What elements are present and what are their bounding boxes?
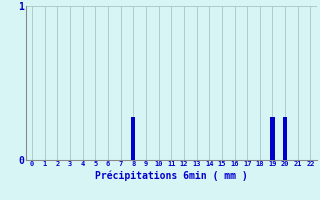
Bar [283, 117, 287, 160]
X-axis label: Précipitations 6min ( mm ): Précipitations 6min ( mm ) [95, 170, 248, 181]
Bar [270, 117, 275, 160]
Bar [131, 117, 135, 160]
